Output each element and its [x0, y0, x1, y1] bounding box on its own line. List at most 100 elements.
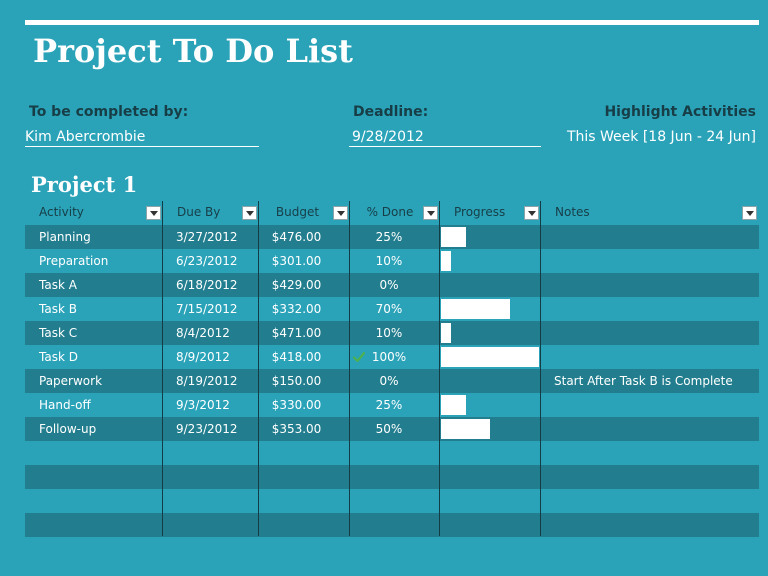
budget-cell[interactable]: $471.00: [271, 326, 322, 340]
column-divider: [349, 201, 350, 536]
column-header-label: Progress: [454, 205, 506, 219]
column-header-label: % Done: [366, 205, 414, 219]
column-header-label: Budget: [275, 205, 320, 219]
budget-cell[interactable]: $301.00: [271, 254, 322, 268]
table-row[interactable]: Hand-off 9/3/2012 $330.00 25%: [25, 393, 759, 417]
percent-done-cell[interactable]: 100%: [371, 350, 407, 364]
progress-bar: [441, 323, 451, 343]
filter-dropdown-progress[interactable]: [524, 206, 539, 220]
deadline-label: Deadline:: [353, 104, 429, 120]
table-row[interactable]: Preparation 6/23/2012 $301.00 10%: [25, 249, 759, 273]
highlight-activities-label: Highlight Activities: [604, 104, 756, 120]
progress-cell: [439, 249, 540, 273]
due-date-cell[interactable]: 9/3/2012: [176, 398, 230, 412]
column-header-notes: Notes: [541, 201, 759, 224]
highlight-activities-value[interactable]: This Week [18 Jun - 24 Jun]: [566, 129, 756, 145]
table-row[interactable]: Paperwork 8/19/2012 $150.00 0% Start After T…: [25, 369, 759, 393]
column-header-label: Notes: [555, 205, 590, 219]
column-header-label: Activity: [39, 205, 84, 219]
activity-cell[interactable]: Hand-off: [39, 398, 91, 412]
empty-table-row[interactable]: [25, 465, 759, 489]
notes-cell[interactable]: [540, 297, 759, 321]
column-header-percent-done: % Done: [350, 201, 440, 224]
activity-cell[interactable]: Preparation: [39, 254, 109, 268]
percent-done-cell[interactable]: 70%: [375, 302, 403, 316]
activity-cell[interactable]: Task B: [39, 302, 77, 316]
notes-cell[interactable]: [540, 393, 759, 417]
activity-cell[interactable]: Follow-up: [39, 422, 97, 436]
table-row[interactable]: Follow-up 9/23/2012 $353.00 50%: [25, 417, 759, 441]
notes-cell[interactable]: [540, 417, 759, 441]
filter-dropdown-notes[interactable]: [742, 206, 757, 220]
project-title: Project 1: [31, 172, 138, 197]
deadline-value: 9/28/2012: [352, 129, 424, 145]
activity-table: Activity Due By Budget % Done Progress N…: [25, 201, 759, 537]
progress-cell: [439, 273, 540, 297]
budget-cell[interactable]: $476.00: [271, 230, 322, 244]
budget-cell[interactable]: $330.00: [271, 398, 322, 412]
activity-cell[interactable]: Task D: [39, 350, 78, 364]
completed-by-field[interactable]: Kim Abercrombie: [25, 129, 259, 147]
activity-cell[interactable]: Task C: [39, 326, 78, 340]
filter-dropdown-activity[interactable]: [146, 206, 161, 220]
notes-cell[interactable]: [540, 225, 759, 249]
filter-dropdown-budget[interactable]: [333, 206, 348, 220]
due-date-cell[interactable]: 8/19/2012: [176, 374, 238, 388]
table-row[interactable]: Planning 3/27/2012 $476.00 25%: [25, 225, 759, 249]
top-rule: [25, 20, 759, 25]
percent-done-cell[interactable]: 0%: [379, 374, 399, 388]
due-date-cell[interactable]: 7/15/2012: [176, 302, 238, 316]
notes-cell[interactable]: [540, 249, 759, 273]
percent-done-cell[interactable]: 25%: [375, 398, 403, 412]
column-header-due-by: Due By: [163, 201, 259, 224]
activity-cell[interactable]: Task A: [39, 278, 77, 292]
filter-dropdown-percent-done[interactable]: [423, 206, 438, 220]
percent-done-cell[interactable]: 50%: [375, 422, 403, 436]
column-divider: [439, 201, 440, 536]
progress-cell: [439, 321, 540, 345]
progress-bar: [441, 347, 539, 367]
percent-done-cell[interactable]: 0%: [379, 278, 399, 292]
budget-cell[interactable]: $332.00: [271, 302, 322, 316]
filter-dropdown-due-by[interactable]: [242, 206, 257, 220]
progress-bar: [441, 395, 466, 415]
column-header-label: Due By: [177, 205, 221, 219]
due-date-cell[interactable]: 9/23/2012: [176, 422, 238, 436]
activity-cell[interactable]: Planning: [39, 230, 91, 244]
column-divider: [540, 201, 541, 536]
progress-bar: [441, 299, 510, 319]
percent-done-cell[interactable]: 25%: [375, 230, 403, 244]
empty-table-row[interactable]: [25, 513, 759, 537]
due-date-cell[interactable]: 8/9/2012: [176, 350, 230, 364]
budget-cell[interactable]: $150.00: [271, 374, 322, 388]
empty-table-row[interactable]: [25, 489, 759, 513]
due-date-cell[interactable]: 6/18/2012: [176, 278, 238, 292]
progress-cell: [439, 369, 540, 393]
budget-cell[interactable]: $353.00: [271, 422, 322, 436]
empty-table-row[interactable]: [25, 441, 759, 465]
table-row[interactable]: Task B 7/15/2012 $332.00 70%: [25, 297, 759, 321]
column-header-activity: Activity: [25, 201, 163, 224]
notes-cell[interactable]: [540, 321, 759, 345]
due-date-cell[interactable]: 3/27/2012: [176, 230, 238, 244]
due-date-cell[interactable]: 8/4/2012: [176, 326, 230, 340]
notes-cell[interactable]: [540, 345, 759, 369]
completed-by-label: To be completed by:: [29, 104, 189, 120]
activity-cell[interactable]: Paperwork: [39, 374, 103, 388]
notes-cell[interactable]: [540, 273, 759, 297]
notes-cell[interactable]: Start After Task B is Complete: [554, 374, 733, 388]
progress-bar: [441, 227, 466, 247]
table-row[interactable]: Task A 6/18/2012 $429.00 0%: [25, 273, 759, 297]
percent-done-cell[interactable]: 10%: [375, 326, 403, 340]
progress-bar: [441, 251, 451, 271]
deadline-field[interactable]: 9/28/2012: [349, 129, 541, 147]
completed-by-value: Kim Abercrombie: [25, 129, 146, 145]
table-row[interactable]: Task D 8/9/2012 $418.00 100%: [25, 345, 759, 369]
column-header-progress: Progress: [440, 201, 541, 224]
due-date-cell[interactable]: 6/23/2012: [176, 254, 238, 268]
progress-bar: [441, 419, 490, 439]
percent-done-cell[interactable]: 10%: [375, 254, 403, 268]
table-row[interactable]: Task C 8/4/2012 $471.00 10%: [25, 321, 759, 345]
budget-cell[interactable]: $429.00: [271, 278, 322, 292]
budget-cell[interactable]: $418.00: [271, 350, 322, 364]
